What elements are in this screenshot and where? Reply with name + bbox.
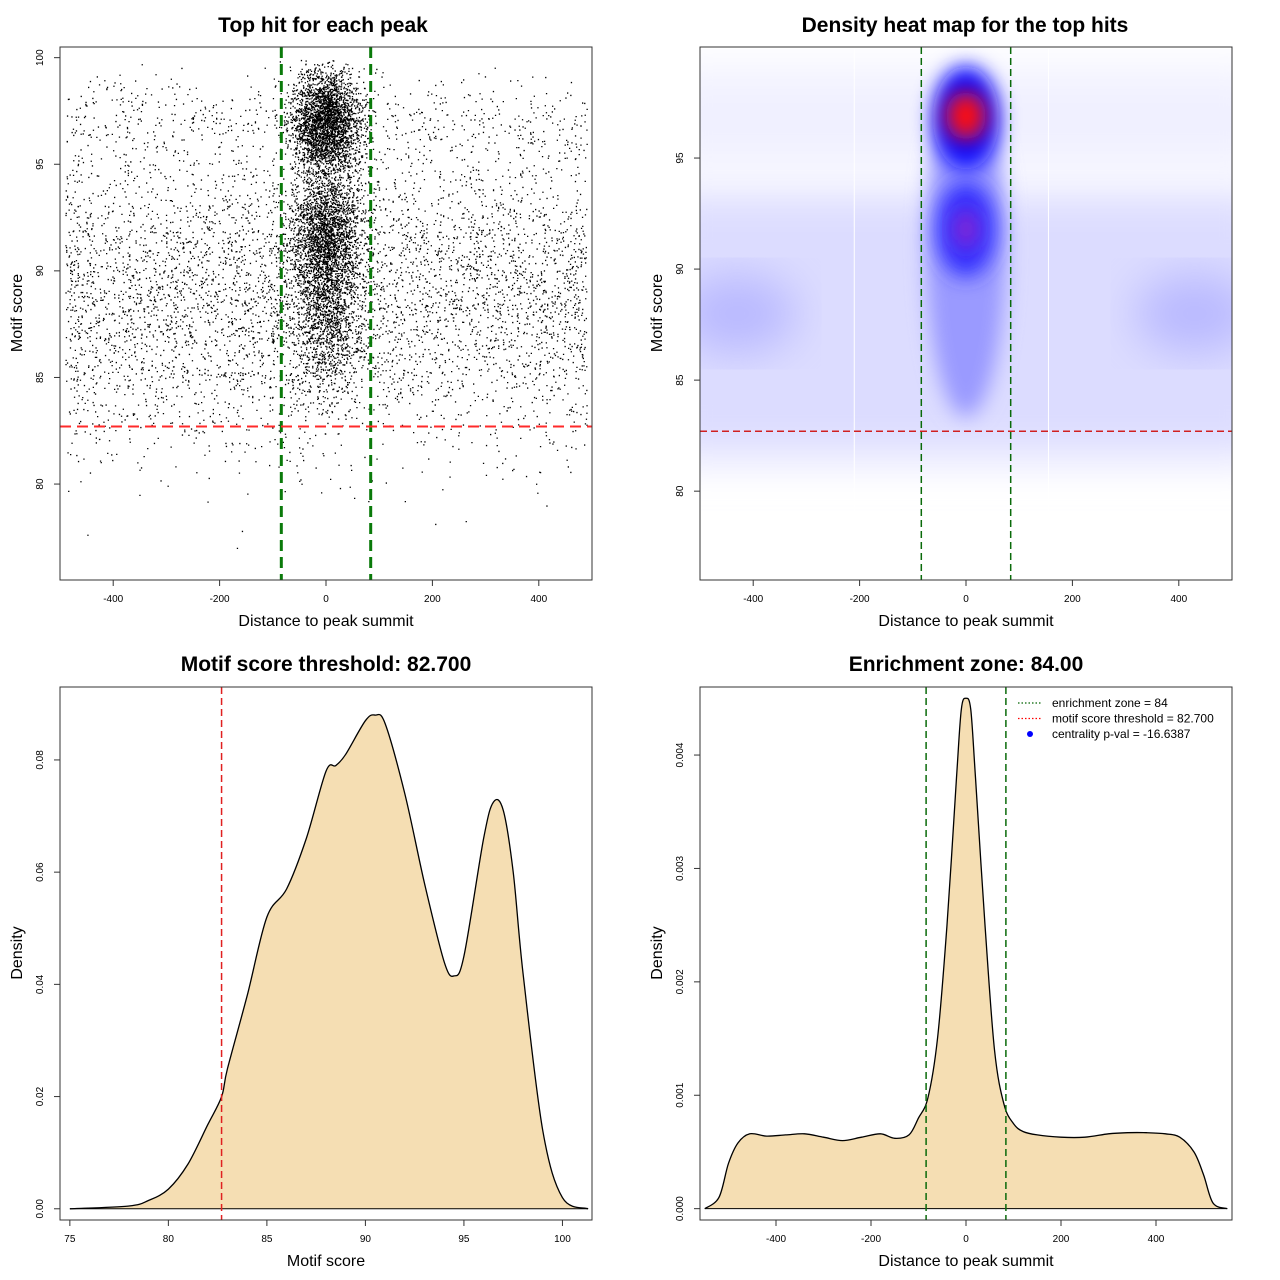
score-x-tick-label: 80 (163, 1234, 175, 1245)
distance-x-tick-label: 400 (1148, 1234, 1165, 1245)
heatmap-x-label: Distance to peak summit (878, 613, 1054, 630)
score-x-tick-label: 90 (360, 1234, 372, 1245)
legend-point-marker (1027, 731, 1033, 737)
heatmap-peak (946, 91, 986, 140)
distance-x-tick-label: 200 (1053, 1234, 1070, 1245)
heatmap-y-tick-label: 95 (675, 152, 686, 164)
scatter-x-label: Distance to peak summit (238, 613, 414, 630)
score-y-tick-label: 0.00 (35, 1199, 46, 1219)
scatter-y-label: Motif score (9, 274, 26, 352)
score-x-tick-label: 95 (458, 1234, 470, 1245)
heatmap-y-tick-label: 90 (675, 263, 686, 275)
score-x-label: Motif score (287, 1253, 365, 1270)
score-density-panel: Motif score threshold: 82.700 75 80 85 90 95… (9, 653, 593, 1270)
scatter-axes: -400 -200 0 200 400 80 85 90 95 100 (35, 49, 548, 605)
score-density-curve (69, 713, 589, 1210)
distance-y-tick-label: 0.000 (675, 1196, 686, 1221)
distance-y-tick-label: 0.001 (675, 1082, 686, 1107)
heatmap-panel: Density heat map for the top hits -400 -2… (649, 14, 1233, 630)
heatmap-axes: -400 -200 0 200 400 80 85 90 95 (675, 152, 1188, 605)
score-x-tick-label: 85 (261, 1234, 273, 1245)
scatter-y-tick-label: 85 (35, 371, 46, 383)
score-density-fill (69, 714, 589, 1209)
heatmap-hotspot (1134, 273, 1232, 354)
enrichment-zone-lines (925, 687, 1007, 1220)
scatter-title: Top hit for each peak (218, 14, 428, 37)
score-plot-box (59, 686, 593, 1221)
distance-axes: -400 -200 0 200 400 0.000 0.001 0.002 0.003 0.004 (675, 742, 1165, 1245)
heatmap-threshold-lines (700, 47, 1232, 580)
distance-x-label: Distance to peak summit (878, 1253, 1054, 1270)
legend-entry-label: centrality p-val = -16.6387 (1052, 727, 1191, 741)
heatmap-y-tick-label: 85 (675, 374, 686, 386)
score-y-tick-label: 0.04 (35, 974, 46, 994)
distance-density-curve (704, 697, 1228, 1210)
score-density-title: Motif score threshold: 82.700 (181, 653, 472, 676)
distance-y-tick-label: 0.003 (675, 855, 686, 880)
score-y-tick-label: 0.08 (35, 750, 46, 770)
distance-x-tick-label: -200 (861, 1234, 881, 1245)
distance-y-label: Density (649, 926, 666, 979)
scatter-y-tick-label: 100 (35, 49, 46, 66)
heatmap-x-tick-label: 400 (1170, 594, 1187, 605)
distance-density-title: Enrichment zone: 84.00 (849, 653, 1084, 676)
score-density-area (69, 713, 589, 1210)
heatmap-x-tick-label: 0 (963, 594, 969, 605)
distance-density-area (704, 697, 1228, 1210)
scatter-y-tick-label: 90 (35, 265, 46, 277)
heatmap-x-tick-label: 200 (1064, 594, 1081, 605)
heatmap-y-label: Motif score (649, 274, 666, 352)
heatmap-x-tick-label: -400 (743, 594, 763, 605)
scatter-threshold-lines (60, 47, 592, 580)
distance-y-tick-label: 0.002 (675, 969, 686, 994)
heatmap-hotspot (954, 209, 978, 250)
score-x-tick-label: 100 (554, 1234, 571, 1245)
distance-density-fill (704, 698, 1228, 1209)
distance-x-tick-label: -400 (766, 1234, 786, 1245)
score-axes: 75 80 85 90 95 100 0.00 0.02 0.04 0.06 0.08 (35, 750, 571, 1245)
legend-entry-label: motif score threshold = 82.700 (1052, 712, 1214, 726)
distance-y-tick-label: 0.004 (675, 742, 686, 767)
scatter-point-cloud (65, 59, 588, 550)
score-x-tick-label: 75 (64, 1234, 76, 1245)
score-y-tick-label: 0.02 (35, 1086, 46, 1106)
heatmap-x-tick-label: -200 (850, 594, 870, 605)
scatter-y-tick-label: 80 (35, 478, 46, 490)
scatter-x-tick-label: 200 (424, 594, 441, 605)
scatter-x-tick-label: -400 (103, 594, 123, 605)
scatter-x-tick-label: -200 (210, 594, 230, 605)
score-y-label: Density (9, 926, 26, 979)
distance-density-panel: Enrichment zone: 84.00 -400 -200 0 200 400 0.… (649, 653, 1233, 1270)
heatmap-density (700, 47, 1232, 580)
score-y-tick-label: 0.06 (35, 862, 46, 882)
distance-legend: enrichment zone = 84 motif score threshol… (1018, 696, 1214, 741)
distance-x-tick-label: 0 (963, 1234, 969, 1245)
legend-entry-label: enrichment zone = 84 (1052, 696, 1168, 710)
scatter-panel: Top hit for each peak -400 -200 0 200 400 80 8… (9, 14, 593, 630)
heatmap-hotspot (700, 273, 798, 354)
scatter-y-tick-label: 95 (35, 158, 46, 170)
scatter-x-tick-label: 0 (323, 594, 329, 605)
heatmap-y-tick-label: 80 (675, 485, 686, 497)
scatter-x-tick-label: 400 (530, 594, 547, 605)
heatmap-title: Density heat map for the top hits (802, 14, 1129, 37)
scatter-points (65, 59, 588, 550)
